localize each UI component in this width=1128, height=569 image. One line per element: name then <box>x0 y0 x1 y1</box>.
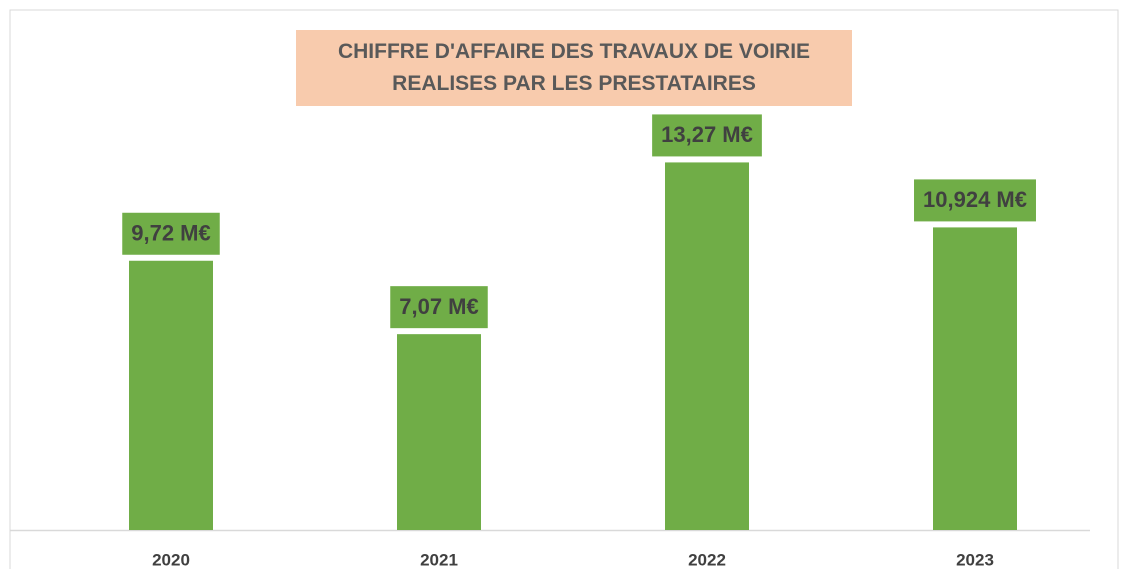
bar <box>129 260 213 530</box>
x-tick-label: 2023 <box>956 550 994 569</box>
chart-border <box>9 9 1119 569</box>
data-label: 10,924 M€ <box>923 187 1027 212</box>
x-tick-label: 2022 <box>688 550 726 569</box>
bar <box>933 227 1017 530</box>
bar <box>397 334 481 530</box>
data-label-box <box>390 286 488 329</box>
x-tick-label: 2021 <box>420 550 458 569</box>
data-label-box <box>652 114 762 157</box>
bar <box>665 162 749 530</box>
data-label: 7,07 M€ <box>399 294 479 319</box>
x-tick-label: 2020 <box>152 550 190 569</box>
chart-title: CHIFFRE D'AFFAIRE DES TRAVAUX DE VOIRIE … <box>296 30 852 106</box>
data-label-box <box>914 179 1036 222</box>
data-label: 9,72 M€ <box>131 221 211 246</box>
data-label: 13,27 M€ <box>661 122 753 147</box>
data-label-box <box>122 212 220 255</box>
